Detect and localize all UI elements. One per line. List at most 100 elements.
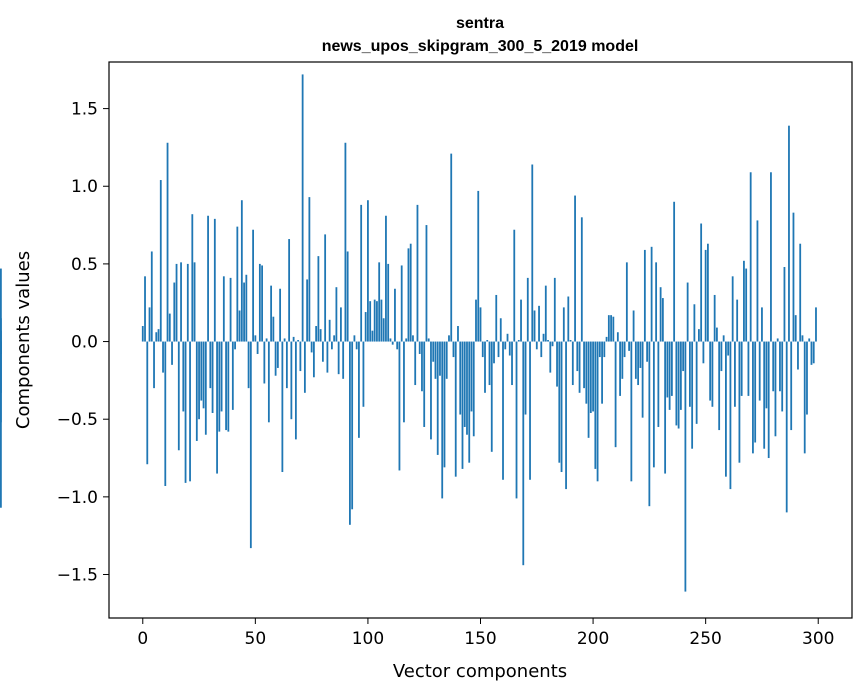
bar-249 xyxy=(702,341,705,364)
bar-undefined xyxy=(0,268,2,342)
bar-187 xyxy=(562,307,565,342)
bar-236 xyxy=(673,201,676,342)
bar-223 xyxy=(643,249,646,342)
bar-276 xyxy=(763,341,766,449)
bar-229 xyxy=(657,341,660,427)
bar-91 xyxy=(346,251,349,342)
bar-182 xyxy=(551,341,554,347)
bar-100 xyxy=(367,200,369,342)
bar-17 xyxy=(180,262,182,342)
bar-213 xyxy=(621,341,624,379)
bar-274 xyxy=(758,341,761,401)
bar-247 xyxy=(698,329,700,342)
bar-167 xyxy=(517,340,520,342)
bar-296 xyxy=(808,338,811,342)
bar-258 xyxy=(722,335,725,342)
bar-76 xyxy=(312,341,315,378)
bar-198 xyxy=(587,341,590,438)
bar-170 xyxy=(524,341,527,415)
bar-8 xyxy=(159,180,162,342)
bar-174 xyxy=(533,310,536,342)
bar-67 xyxy=(292,336,295,342)
bar-158 xyxy=(497,341,500,358)
bar-183 xyxy=(553,277,556,342)
bar-267 xyxy=(743,260,745,342)
bar-55 xyxy=(265,338,268,342)
bar-176 xyxy=(538,305,540,342)
bar-73 xyxy=(306,279,309,342)
bar-173 xyxy=(531,164,534,342)
bar-53 xyxy=(261,265,263,342)
bar-140 xyxy=(457,326,459,342)
bar-297 xyxy=(810,341,813,365)
bar-1 xyxy=(144,276,146,342)
bar-284 xyxy=(781,341,784,412)
x-axis-label: Vector components xyxy=(393,661,567,682)
bar-40 xyxy=(231,341,234,410)
bar-299 xyxy=(815,307,817,342)
bar-83 xyxy=(328,319,331,342)
bar-57 xyxy=(270,285,273,342)
bar-5 xyxy=(153,341,155,389)
bar-230 xyxy=(659,287,662,342)
chart-subtitle: news_upos_skipgram_300_5_2019 model xyxy=(322,38,639,55)
y-axis-label: Components values xyxy=(13,251,34,429)
bar-121 xyxy=(414,341,417,386)
bar-165 xyxy=(513,229,516,342)
bar-237 xyxy=(675,341,678,426)
bar-235 xyxy=(670,341,673,396)
bar-180 xyxy=(547,340,549,342)
bar-225 xyxy=(648,341,651,507)
bar-204 xyxy=(601,341,603,404)
bar-241 xyxy=(684,341,687,592)
bar-250 xyxy=(704,249,707,342)
bar-94 xyxy=(353,335,356,342)
bar-30 xyxy=(209,341,212,389)
bar-272 xyxy=(754,341,757,443)
bar-172 xyxy=(529,341,531,480)
bar-141 xyxy=(459,341,462,415)
bar-87 xyxy=(337,341,340,375)
bar-124 xyxy=(421,341,423,392)
bar-104 xyxy=(376,301,378,342)
bar-255 xyxy=(716,327,718,342)
bar-26 xyxy=(200,341,203,401)
bar-18 xyxy=(182,341,185,412)
bar-38 xyxy=(227,341,230,432)
bar-153 xyxy=(486,340,489,342)
bar-240 xyxy=(682,341,685,372)
bar-89 xyxy=(342,341,345,379)
bar-43 xyxy=(238,310,241,342)
bar-114 xyxy=(398,341,401,471)
bar-273 xyxy=(756,220,759,342)
bar-81 xyxy=(324,234,327,342)
y-tick-label--1.5: −1.5 xyxy=(57,566,98,586)
bar-106 xyxy=(380,299,383,342)
y-tick-label-1.5: 1.5 xyxy=(71,100,98,120)
bar-206 xyxy=(605,336,608,342)
bar-215 xyxy=(625,262,628,342)
bar-15 xyxy=(175,263,178,342)
bar-92 xyxy=(349,341,351,525)
bar-200 xyxy=(592,341,594,412)
bar-178 xyxy=(542,333,545,342)
bar-146 xyxy=(470,341,473,412)
bar-184 xyxy=(556,341,558,387)
bar-74 xyxy=(308,197,311,342)
bar-160 xyxy=(502,341,504,480)
bar-222 xyxy=(641,341,644,418)
bar-224 xyxy=(646,341,649,362)
x-tick-label-250: 250 xyxy=(689,629,721,649)
bar-128 xyxy=(430,341,432,440)
bar-171 xyxy=(526,277,529,342)
chart-title: sentra xyxy=(456,15,504,32)
bar-102 xyxy=(371,330,374,342)
bar-10 xyxy=(164,341,167,486)
bar-191 xyxy=(571,341,574,386)
bar-192 xyxy=(574,195,576,342)
bar-232 xyxy=(664,341,667,474)
bar-123 xyxy=(418,341,421,354)
bar-261 xyxy=(729,341,732,490)
bar-85 xyxy=(333,335,336,342)
bar-63 xyxy=(283,338,286,342)
